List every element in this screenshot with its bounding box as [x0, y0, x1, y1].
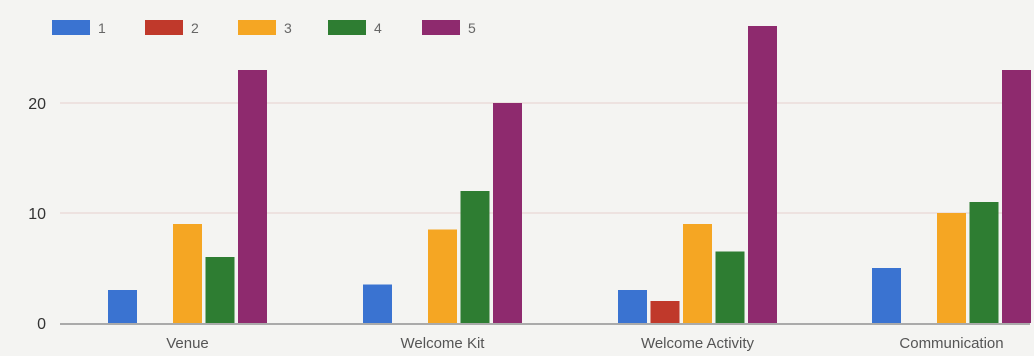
- legend-item-2: 2: [145, 20, 199, 36]
- bar-welcome-kit-series-4: [460, 191, 490, 323]
- bar-welcome-kit-series-1: [363, 284, 392, 323]
- bar-communication-series-4: [969, 202, 999, 323]
- y-tick-label: 10: [28, 206, 46, 223]
- bar-venue-series-5: [238, 70, 267, 323]
- legend-label: 4: [374, 20, 382, 36]
- bar-welcome-activity-series-2: [650, 301, 680, 323]
- bar-welcome-activity-series-4: [715, 251, 745, 323]
- legend-swatch: [52, 20, 90, 35]
- bar-welcome-activity-series-1: [618, 290, 647, 323]
- category-label: Welcome Kit: [401, 335, 486, 352]
- bar-communication-series-3: [937, 213, 966, 323]
- legend-swatch: [238, 20, 276, 35]
- y-axis-ticks: 0 10 20: [28, 96, 46, 333]
- legend-item-5: 5: [422, 20, 476, 36]
- legend-item-1: 1: [52, 20, 106, 36]
- bar-venue-series-3: [173, 224, 202, 323]
- y-tick-label: 20: [28, 96, 46, 113]
- legend-label: 1: [98, 20, 106, 36]
- bars: [108, 26, 1031, 323]
- legend-item-4: 4: [328, 20, 382, 36]
- bar-venue-series-4: [205, 257, 235, 323]
- bar-venue-series-1: [108, 290, 137, 323]
- legend-swatch: [145, 20, 183, 35]
- legend-item-3: 3: [238, 20, 292, 36]
- category-label: Communication: [899, 335, 1003, 352]
- category-label: Welcome Activity: [641, 335, 755, 352]
- bar-communication-series-5: [1002, 70, 1031, 323]
- bar-welcome-kit-series-5: [493, 103, 522, 323]
- legend-label: 3: [284, 20, 292, 36]
- category-label: Venue: [166, 335, 209, 352]
- bar-communication-series-1: [872, 268, 901, 323]
- legend-label: 5: [468, 20, 476, 36]
- legend-swatch: [422, 20, 460, 35]
- bar-welcome-kit-series-3: [428, 229, 457, 323]
- y-tick-label: 0: [37, 316, 46, 333]
- category-labels: Venue Welcome Kit Welcome Activity Communic…: [166, 335, 1003, 352]
- grid-lines: [60, 102, 1030, 214]
- legend-swatch: [328, 20, 366, 35]
- legend-label: 2: [191, 20, 199, 36]
- bar-welcome-activity-series-3: [683, 224, 712, 323]
- bar-welcome-activity-series-5: [748, 26, 777, 323]
- legend: 1 2 3 4 5: [52, 20, 476, 36]
